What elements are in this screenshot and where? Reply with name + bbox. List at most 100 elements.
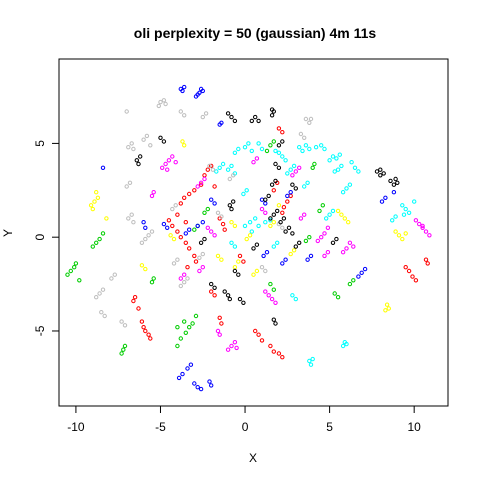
data-point — [94, 240, 99, 246]
data-point — [266, 293, 271, 298]
data-point — [202, 210, 207, 216]
data-point — [225, 111, 231, 116]
data-point — [207, 379, 212, 384]
data-point — [212, 184, 217, 189]
series-4 — [149, 154, 432, 352]
data-point — [340, 190, 346, 195]
data-point — [242, 223, 248, 229]
data-point — [192, 188, 197, 193]
data-point — [269, 113, 275, 118]
data-point — [219, 120, 224, 126]
data-point — [232, 268, 238, 274]
data-point — [325, 225, 331, 231]
data-point — [205, 225, 211, 231]
data-point — [198, 182, 204, 187]
data-point — [335, 208, 341, 214]
data-point — [131, 298, 136, 304]
data-point — [139, 319, 145, 324]
data-point — [198, 386, 204, 392]
data-point — [222, 227, 227, 232]
data-point — [151, 190, 156, 195]
data-point — [163, 101, 168, 107]
data-point — [209, 289, 214, 294]
data-point — [263, 220, 268, 225]
data-point — [126, 216, 131, 221]
data-point — [271, 244, 276, 249]
data-point — [231, 173, 236, 178]
data-point — [344, 246, 349, 251]
data-point — [273, 148, 278, 154]
data-point — [207, 163, 212, 169]
data-point — [198, 240, 204, 246]
data-point — [288, 251, 293, 257]
data-point — [334, 156, 339, 161]
data-point — [293, 296, 298, 302]
data-point — [182, 84, 187, 90]
data-point — [378, 173, 383, 178]
data-point — [220, 221, 226, 227]
data-point — [175, 229, 180, 234]
data-point — [209, 281, 214, 287]
data-point — [280, 130, 285, 135]
data-point — [143, 236, 148, 242]
data-point — [185, 366, 190, 371]
x-tick-label: -10 — [67, 420, 85, 434]
data-point — [182, 143, 187, 148]
data-point — [305, 257, 310, 262]
data-point — [225, 293, 231, 298]
series-6 — [94, 98, 314, 328]
data-point — [119, 319, 124, 324]
data-point — [175, 212, 180, 217]
data-point — [303, 143, 309, 148]
data-point — [90, 244, 96, 249]
data-point — [217, 165, 222, 171]
data-point — [271, 139, 276, 144]
data-point — [280, 355, 285, 360]
series-1 — [65, 139, 356, 356]
data-point — [280, 261, 285, 266]
series-0 — [131, 126, 430, 360]
data-point — [330, 154, 336, 159]
data-point — [344, 341, 349, 347]
data-point — [384, 302, 390, 307]
data-point — [175, 343, 180, 349]
data-point — [188, 362, 194, 367]
series-3 — [214, 141, 417, 367]
data-point — [102, 313, 107, 319]
data-point — [253, 328, 258, 334]
data-point — [378, 167, 383, 172]
data-point — [347, 240, 353, 246]
data-point — [285, 193, 290, 199]
data-point — [322, 231, 327, 236]
data-point — [225, 167, 231, 172]
series-7 — [134, 107, 400, 326]
data-point — [307, 358, 312, 364]
data-point — [263, 197, 268, 202]
data-point — [307, 235, 312, 240]
data-point — [231, 199, 236, 204]
data-point — [276, 203, 282, 208]
data-point — [286, 225, 292, 231]
y-tick-label: 5 — [33, 140, 47, 147]
data-point — [241, 300, 246, 305]
data-point — [212, 201, 217, 206]
data-point — [307, 120, 312, 126]
data-point — [94, 190, 99, 195]
data-point — [280, 210, 285, 216]
x-axis: -10 -5 0 5 10 — [67, 405, 421, 434]
chart-title: oli perplexity = 50 (gaussian) 4m 11s — [134, 25, 377, 41]
data-point — [180, 88, 185, 94]
data-point — [200, 265, 206, 270]
data-point — [344, 186, 349, 191]
data-point — [222, 289, 227, 294]
data-point — [200, 220, 206, 225]
data-point — [200, 251, 206, 257]
data-point — [195, 184, 200, 189]
data-point — [268, 143, 273, 148]
data-point — [214, 169, 219, 174]
data-point — [127, 180, 133, 186]
data-point — [383, 195, 388, 201]
data-point — [197, 268, 202, 274]
data-point — [293, 186, 298, 191]
